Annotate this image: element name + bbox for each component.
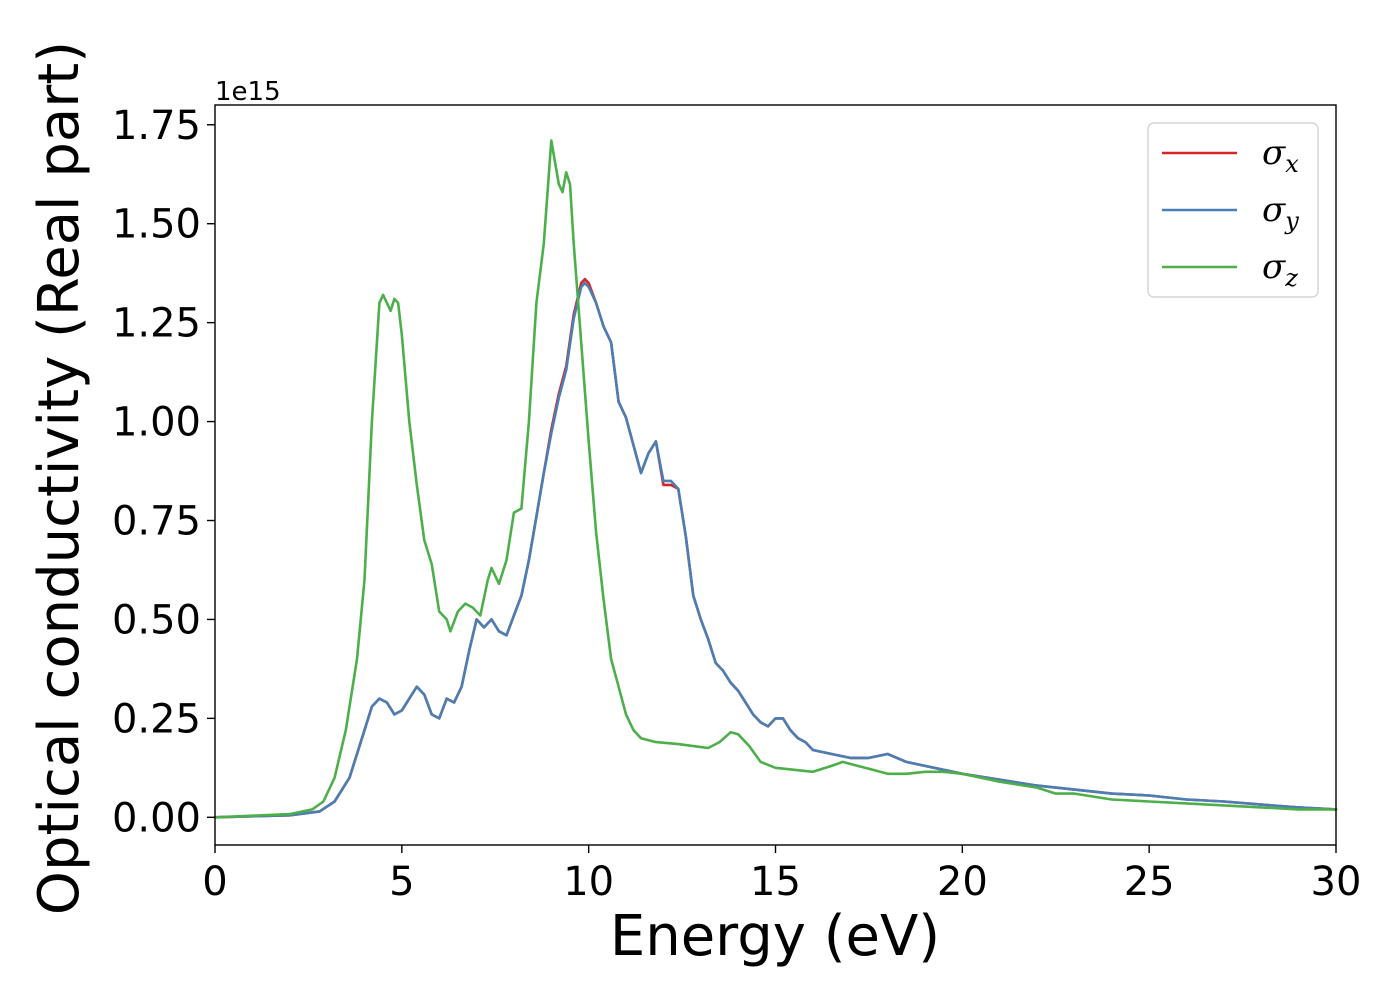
legend-label-x: σx	[1262, 133, 1299, 178]
y-tick-label: 0.00	[112, 795, 201, 841]
y-offset-label: 1e15	[215, 77, 281, 107]
y-tick-label: 0.75	[112, 499, 201, 545]
series-line-x	[213, 277, 1338, 819]
x-axis: 0 5 10 15 20 25 30	[202, 845, 1361, 905]
x-tick-label: 20	[937, 859, 988, 905]
series-line-y	[213, 281, 1338, 819]
y-tick-label: 0.25	[112, 696, 201, 742]
y-tick-label: 0.50	[112, 597, 201, 643]
y-axis-title: Optical conductivity (Real part)	[27, 41, 92, 915]
x-tick-label: 5	[389, 859, 414, 905]
y-tick-label: 1.50	[112, 202, 201, 248]
y-axis: 0.00 0.25 0.50 0.75 1.00 1.25 1.50 1.75	[112, 103, 215, 841]
x-tick-label: 10	[563, 859, 614, 905]
legend-label-z: σz	[1262, 247, 1298, 292]
x-tick-label: 30	[1311, 859, 1362, 905]
series-line-z	[213, 139, 1338, 819]
y-tick-label: 1.75	[112, 103, 201, 149]
legend: σx σy σz	[1147, 122, 1319, 298]
series-layer	[213, 139, 1338, 819]
legend-label-y: σy	[1262, 190, 1299, 235]
x-tick-label: 15	[750, 859, 801, 905]
x-tick-label: 0	[202, 859, 227, 905]
x-tick-label: 25	[1124, 859, 1175, 905]
x-axis-title: Energy (eV)	[610, 904, 940, 969]
y-tick-label: 1.25	[112, 301, 201, 347]
y-tick-label: 1.00	[112, 400, 201, 446]
